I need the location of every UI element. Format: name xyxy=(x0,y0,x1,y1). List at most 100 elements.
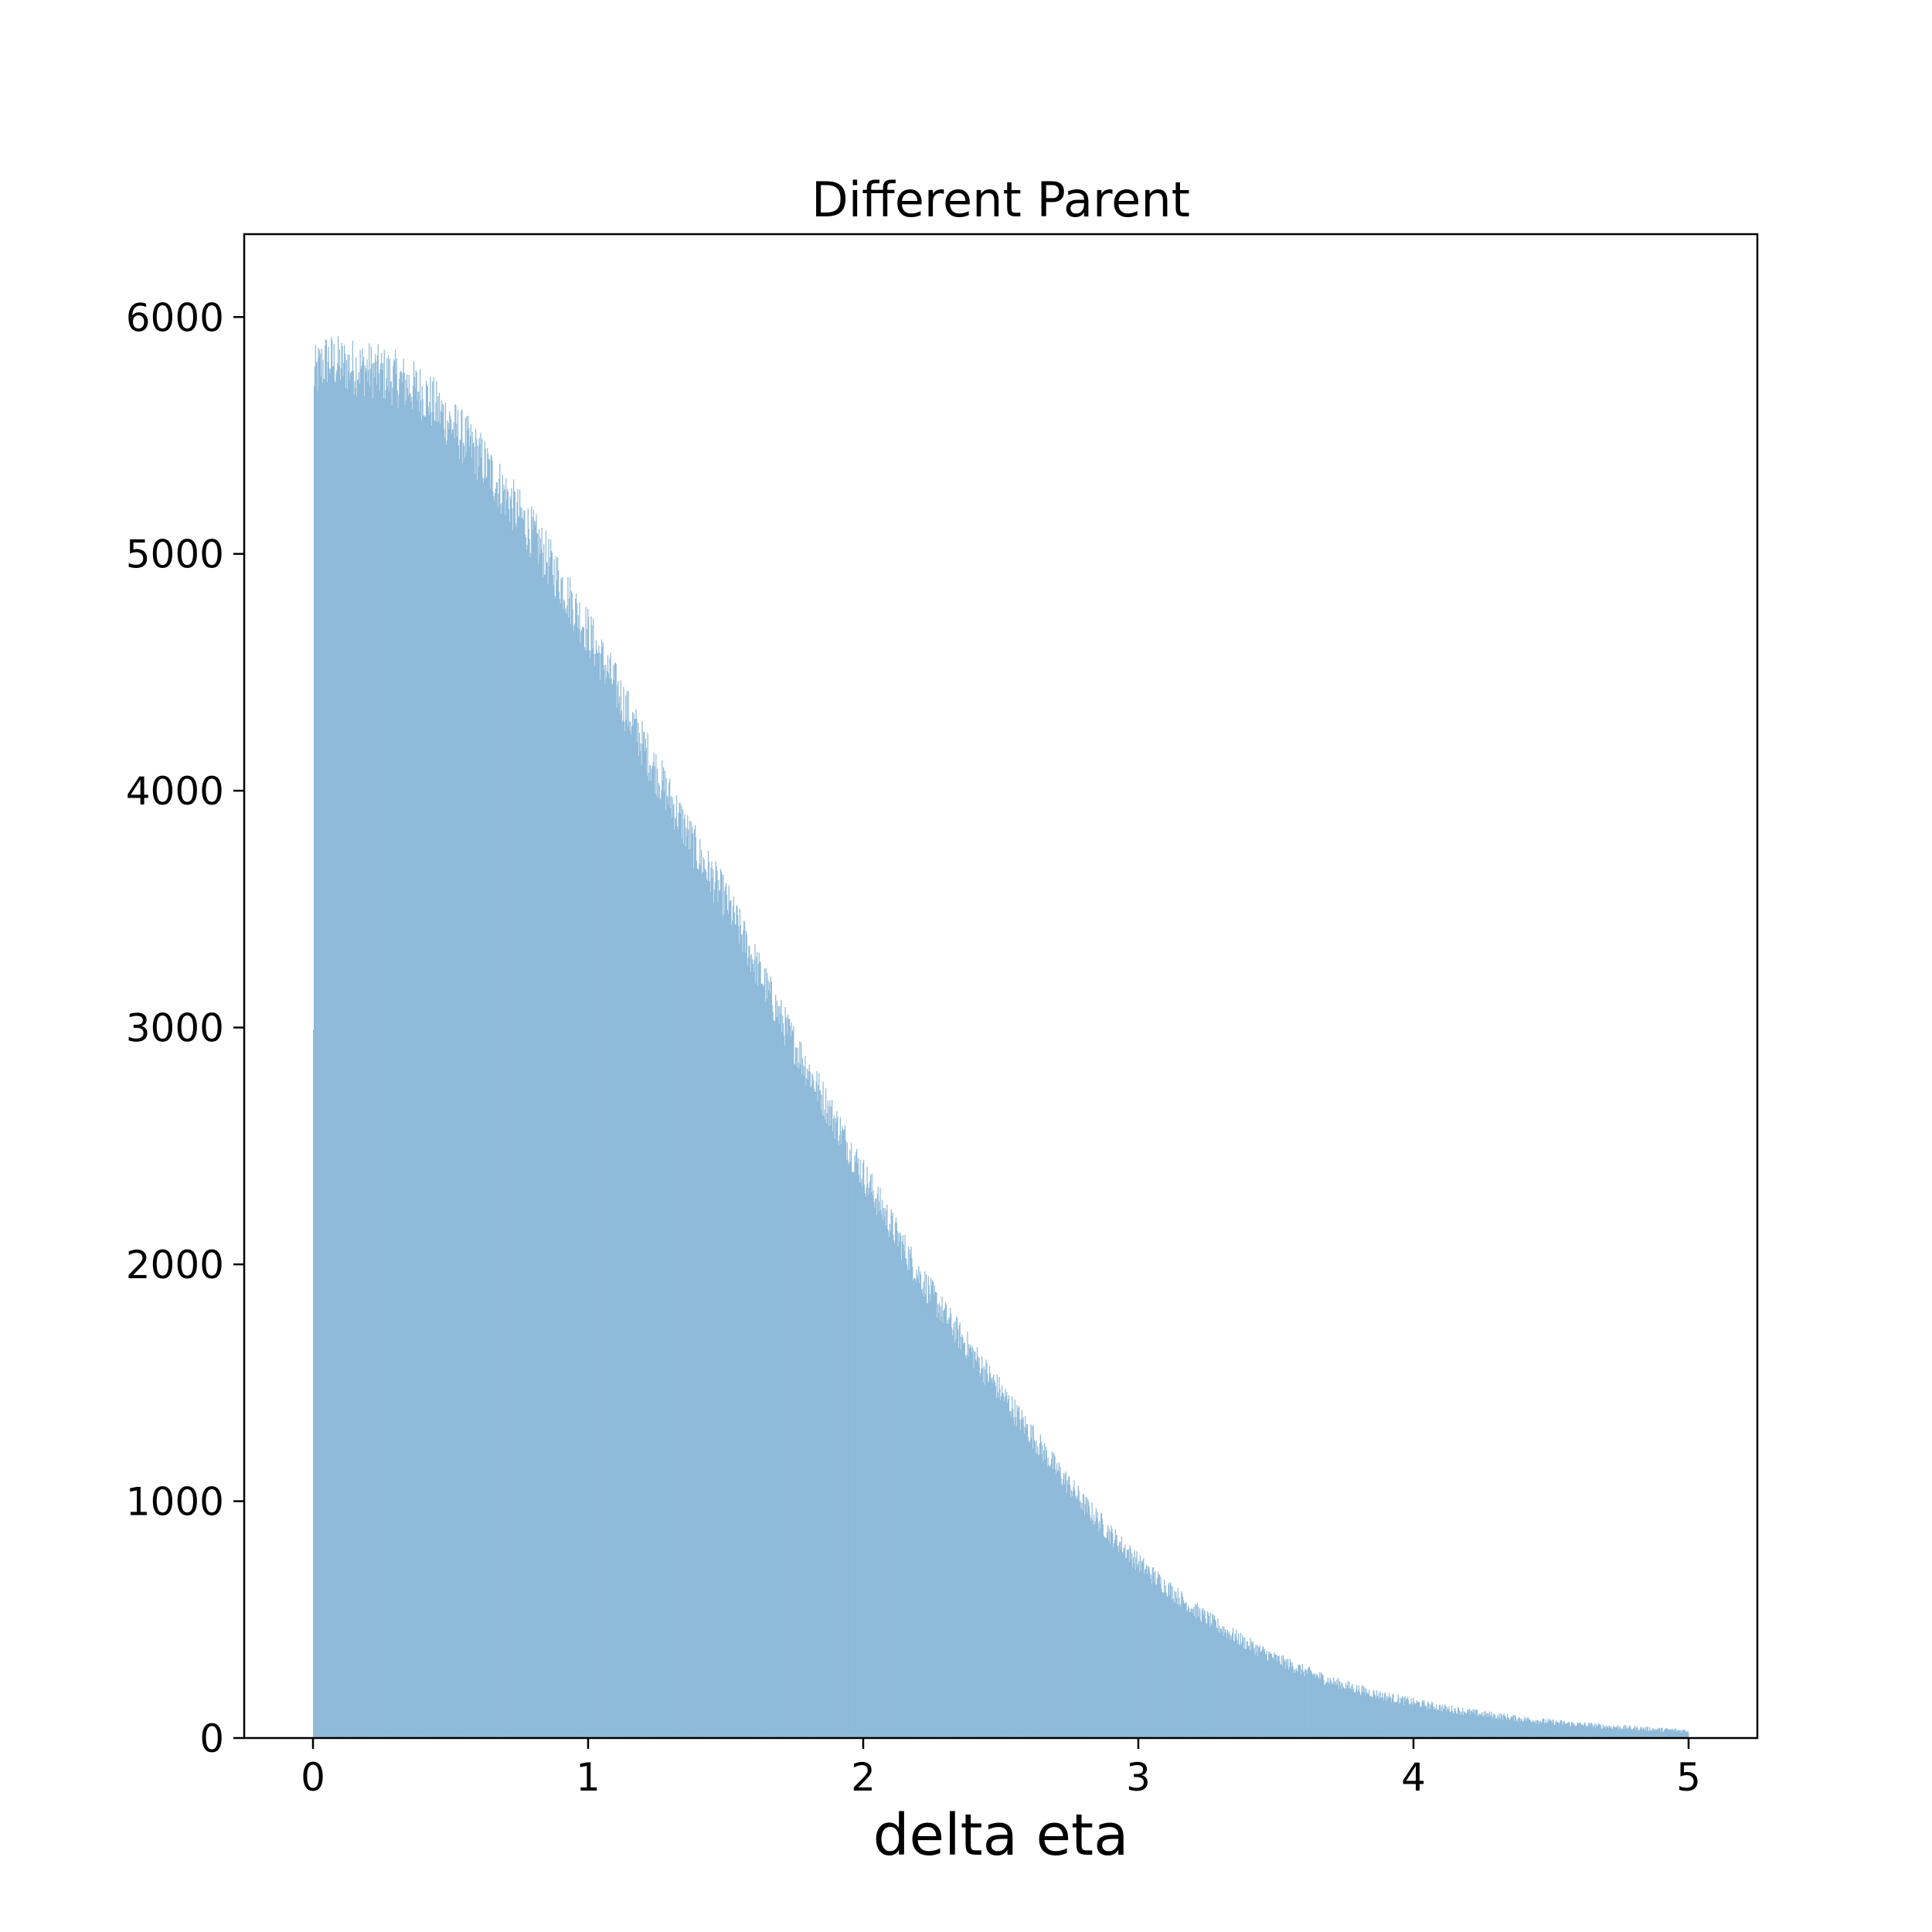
histogram-bar xyxy=(986,1362,988,1738)
histogram-bar xyxy=(1046,1467,1048,1738)
histogram-bar xyxy=(758,952,760,1738)
histogram-bar xyxy=(690,821,692,1738)
histogram-bar xyxy=(672,805,674,1738)
histogram-bar xyxy=(404,404,406,1738)
histogram-bar xyxy=(1216,1628,1217,1738)
histogram-bar xyxy=(1355,1689,1357,1738)
histogram-bar xyxy=(383,349,385,1739)
histogram-bar xyxy=(777,1005,779,1738)
histogram-bar xyxy=(835,1122,837,1738)
histogram-bar xyxy=(1202,1614,1204,1738)
histogram-bar xyxy=(682,844,685,1738)
histogram-bar xyxy=(1245,1648,1247,1738)
histogram-bar xyxy=(407,395,410,1739)
histogram-bar xyxy=(863,1159,865,1738)
histogram-bar xyxy=(787,1014,789,1738)
histogram-bar xyxy=(831,1106,832,1738)
histogram-bar xyxy=(328,368,330,1738)
histogram-bar xyxy=(1505,1717,1507,1738)
histogram-bar xyxy=(540,549,542,1738)
histogram-bar xyxy=(1228,1631,1230,1738)
histogram-bar xyxy=(773,1019,774,1738)
histogram-bar xyxy=(1023,1426,1025,1738)
histogram-bar xyxy=(1567,1723,1569,1738)
histogram-bar xyxy=(709,881,710,1738)
histogram-bar xyxy=(1305,1669,1307,1738)
histogram-bar xyxy=(1192,1608,1194,1738)
histogram-bar xyxy=(1379,1691,1381,1738)
histogram-bar xyxy=(1675,1731,1678,1738)
histogram-bar xyxy=(1665,1729,1666,1738)
histogram-bar xyxy=(564,611,566,1738)
histogram-bar xyxy=(969,1345,971,1738)
histogram-bar xyxy=(579,602,580,1738)
histogram-bar xyxy=(703,859,705,1738)
histogram-bar xyxy=(1250,1650,1252,1738)
histogram-bar xyxy=(1469,1714,1471,1738)
histogram-bar xyxy=(966,1354,968,1738)
histogram-bar xyxy=(615,664,617,1738)
histogram-bar xyxy=(1562,1724,1563,1738)
histogram-bar xyxy=(819,1090,821,1738)
histogram-bar xyxy=(577,614,579,1738)
histogram-bar xyxy=(473,442,474,1739)
histogram-bar xyxy=(1258,1648,1260,1738)
histogram-bar xyxy=(1209,1612,1211,1738)
histogram-bar xyxy=(1301,1664,1304,1738)
histogram-bar xyxy=(1271,1656,1273,1738)
histogram-bar xyxy=(1203,1609,1205,1738)
histogram-bar xyxy=(710,867,712,1738)
histogram-bar xyxy=(499,464,501,1738)
histogram-bar xyxy=(940,1316,942,1738)
histogram-bar xyxy=(1621,1729,1623,1738)
histogram-bar xyxy=(383,398,385,1738)
histogram-bar xyxy=(403,359,404,1739)
histogram-bar xyxy=(1483,1711,1485,1738)
histogram-bar xyxy=(1328,1682,1329,1738)
histogram-bar xyxy=(1590,1723,1592,1738)
histogram-bar xyxy=(1415,1703,1417,1738)
histogram-bar xyxy=(1555,1722,1556,1738)
histogram-bar xyxy=(1106,1538,1107,1738)
histogram-bar xyxy=(1186,1612,1188,1738)
histogram-bar xyxy=(1031,1437,1032,1738)
histogram-bar xyxy=(876,1193,879,1738)
histogram-bar xyxy=(512,530,514,1738)
histogram-bar xyxy=(517,488,519,1738)
histogram-bar xyxy=(1348,1688,1349,1738)
histogram-bar xyxy=(1649,1727,1651,1738)
histogram-bar xyxy=(1062,1485,1063,1738)
histogram-bar xyxy=(1566,1723,1568,1738)
histogram-bar xyxy=(1643,1729,1645,1738)
histogram-bar xyxy=(1204,1611,1206,1738)
histogram-bar xyxy=(617,681,619,1739)
histogram-bar xyxy=(789,1026,791,1738)
histogram-bar xyxy=(740,925,741,1738)
histogram-bar xyxy=(500,504,502,1739)
histogram-bar xyxy=(1053,1454,1055,1738)
histogram-bar xyxy=(440,410,441,1739)
histogram-bar xyxy=(920,1274,922,1738)
histogram-bar xyxy=(425,417,427,1738)
histogram-bar xyxy=(1167,1597,1168,1738)
histogram-bar xyxy=(1216,1628,1218,1738)
histogram-bar xyxy=(1449,1711,1451,1738)
histogram-bar xyxy=(577,628,578,1738)
histogram-bar xyxy=(434,420,435,1738)
histogram-bar xyxy=(889,1223,891,1738)
histogram-bar xyxy=(1010,1417,1012,1738)
histogram-bar xyxy=(443,405,444,1738)
histogram-bar xyxy=(1276,1655,1277,1738)
histogram-bar xyxy=(964,1342,966,1738)
histogram-bar xyxy=(1597,1726,1598,1738)
histogram-bar xyxy=(925,1274,927,1738)
histogram-bar xyxy=(959,1321,961,1738)
histogram-bar xyxy=(644,732,645,1738)
histogram-bar xyxy=(1121,1536,1122,1738)
histogram-bar xyxy=(1436,1704,1437,1738)
histogram-bar xyxy=(315,345,316,1739)
histogram-bar xyxy=(469,446,471,1739)
histogram-bar xyxy=(1199,1608,1201,1738)
histogram-bar xyxy=(1493,1714,1495,1738)
histogram-bar xyxy=(896,1223,897,1738)
